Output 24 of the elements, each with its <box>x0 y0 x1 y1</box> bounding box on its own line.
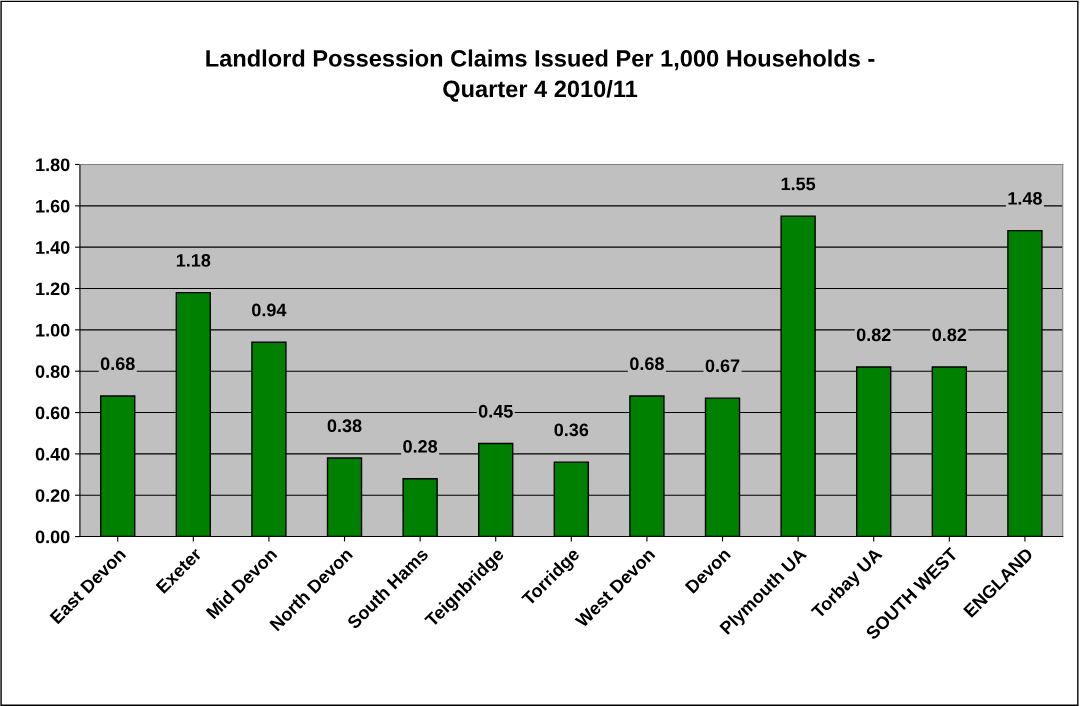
y-tick-label: 0.60 <box>35 406 70 420</box>
y-tick-label: 0.00 <box>35 530 70 544</box>
data-label: 0.68 <box>100 357 135 371</box>
y-tick-label: 0.20 <box>35 489 70 502</box>
data-label: 1.18 <box>176 253 211 267</box>
y-tick-label: 0.80 <box>35 365 70 378</box>
data-label: 0.38 <box>327 419 362 433</box>
data-label: 0.94 <box>252 303 287 317</box>
y-tick-label: 1.40 <box>36 241 70 254</box>
data-label: 0.82 <box>932 328 967 342</box>
data-label: 0.45 <box>478 404 513 418</box>
data-label: 0.36 <box>554 423 589 437</box>
data-label: 0.67 <box>705 359 740 373</box>
data-label: 0.68 <box>630 357 664 371</box>
data-label: 0.28 <box>403 440 438 453</box>
data-label: 1.55 <box>781 177 816 191</box>
data-label: 1.48 <box>1008 191 1042 205</box>
data-label: 0.82 <box>856 328 891 342</box>
y-tick-label: 1.60 <box>36 199 70 213</box>
y-tick-label: 1.80 <box>36 158 70 172</box>
y-tick-label: 0.40 <box>35 447 70 461</box>
y-tick-label: 1.20 <box>36 282 70 296</box>
chart-title: Landlord Possession Claims Issued Per 1,000 Households - Quarter 4 2010/11 <box>206 49 875 102</box>
y-tick-label: 1.00 <box>36 323 70 337</box>
